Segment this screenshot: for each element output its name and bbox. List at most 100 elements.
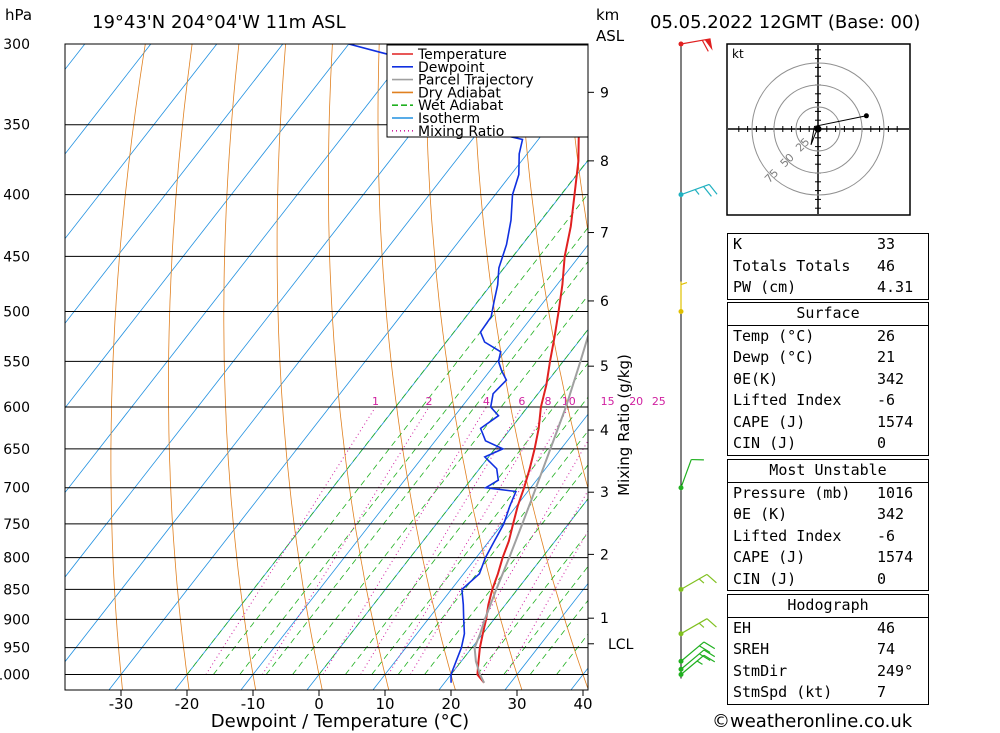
datetime-label: 05.05.2022 12GMT (Base: 00) <box>650 12 920 33</box>
wind-barb-shaft <box>680 459 692 488</box>
surface-temp-value: 26 <box>877 326 896 345</box>
most-unstable-table: Most Unstable Pressure (mb) 1016 θE (K) 34… <box>727 459 929 591</box>
dry-adiabat-line <box>168 44 193 690</box>
mu-li-value: -6 <box>877 526 896 545</box>
parcel-trajectory-line <box>473 332 588 684</box>
dry-adiabat-line <box>276 44 323 690</box>
surface-temp-label: Temp (°C) <box>733 326 815 345</box>
legend-box <box>386 44 589 138</box>
mu-cin-value: 0 <box>877 569 887 588</box>
x-axis-label: Dewpoint / Temperature (°C) <box>211 711 469 732</box>
temperature-tick-label: 30 <box>507 695 526 713</box>
surface-row: CAPE (J) 1574 <box>728 412 928 434</box>
surface-thetae-value: 342 <box>877 369 905 388</box>
dry-adiabat-line <box>327 44 390 690</box>
stmdir-label: StmDir <box>733 661 788 680</box>
temperature-line <box>476 44 582 684</box>
wind-barb-shaft <box>680 641 705 662</box>
wind-barb-shaft <box>680 573 708 590</box>
mu-cape-label: CAPE (J) <box>733 548 806 566</box>
wind-barb-feather <box>708 184 718 195</box>
wet-adiabat-line <box>213 193 588 675</box>
hodograph-point <box>863 113 869 119</box>
mixing-ratio-axis-label: Mixing Ratio (g/kg) <box>615 354 633 496</box>
mu-li-label: Lifted Index <box>733 526 842 545</box>
wind-barb-shaft <box>680 649 705 670</box>
pressure-tick-label: 700 <box>3 481 30 497</box>
wet-adiabat-line <box>503 565 588 675</box>
hodo-row: StmSpd (kt) 7 <box>728 682 928 704</box>
pw-value: 4.31 <box>877 278 914 296</box>
hodograph-ring <box>795 106 841 152</box>
wet-adiabat-line <box>318 328 588 675</box>
wind-barb-feather <box>703 186 712 197</box>
wind-barb-feather <box>703 649 716 658</box>
legend-label: Temperature <box>417 47 507 63</box>
temperature-tick-label: -10 <box>241 695 266 713</box>
surface-dewp-value: 21 <box>877 348 896 366</box>
surface-table: Surface Temp (°C) 26 Dewp (°C) 21 θE(K) 342… <box>727 302 929 456</box>
mu-thetae-value: 342 <box>877 505 905 523</box>
wet-adiabat-line <box>239 227 588 675</box>
wet-adiabat-line <box>345 362 588 675</box>
location-title: 19°43'N 204°04'W 11m ASL <box>92 12 346 33</box>
surface-li-value: -6 <box>877 391 896 409</box>
pressure-tick-label: 550 <box>3 354 30 370</box>
wind-barb-feather <box>706 573 717 584</box>
mu-row: CAPE (J) 1574 <box>728 547 928 569</box>
surface-cape-value: 1574 <box>877 412 914 431</box>
mixing-ratio-line <box>205 406 376 675</box>
pressure-tick-label: 300 <box>3 37 30 53</box>
dry-adiabat-line <box>425 44 523 690</box>
hodograph-table-title: Hodograph <box>728 595 928 618</box>
plot-area <box>65 44 588 690</box>
dry-adiabat-line <box>519 44 588 490</box>
height-tick-label: 1 <box>600 611 609 627</box>
surface-row: θE(K) 342 <box>728 369 928 391</box>
surface-row: Temp (°C) 26 <box>728 326 928 348</box>
wind-barb-feather <box>703 641 716 650</box>
sreh-label: SREH <box>733 640 770 658</box>
mu-pressure-label: Pressure (mb) <box>733 483 851 502</box>
temperature-tick-label: -30 <box>109 695 134 713</box>
k-index-row: K 33 <box>728 234 928 256</box>
isotherm-line <box>65 44 548 663</box>
hodo-row: SREH 74 <box>728 639 928 661</box>
legend-label: Dewpoint <box>418 60 485 76</box>
surface-row: CIN (J) 0 <box>728 433 928 455</box>
mixing-ratio-label: 8 <box>544 395 551 408</box>
stmspd-value: 7 <box>877 683 887 701</box>
legend-label: Dry Adiabat <box>418 85 501 101</box>
stmspd-label: StmSpd (kt) <box>733 683 833 701</box>
stmdir-value: 249° <box>877 661 914 680</box>
mu-thetae-label: θE (K) <box>733 505 788 523</box>
pressure-tick-label: 900 <box>3 612 30 628</box>
legend-label: Mixing Ratio <box>418 124 504 140</box>
hodograph-unit-label: kt <box>732 47 744 61</box>
wet-adiabat-line <box>450 498 588 675</box>
hodograph-table: Hodograph EH 46 SREH 74 StmDir 249° StmSpd … <box>727 594 929 705</box>
wind-barb-flag <box>704 38 713 51</box>
legend-label: Isotherm <box>418 111 480 127</box>
dry-adiabat-line <box>472 44 588 690</box>
mixing-ratio-label: 25 <box>652 395 666 408</box>
wind-barb-half-feather <box>696 660 703 665</box>
pressure-tick-label: 1000 <box>0 668 30 684</box>
pressure-tick-label: 500 <box>3 305 30 321</box>
eh-label: EH <box>733 618 752 637</box>
wet-adiabat-line <box>424 464 588 675</box>
isotherm-line <box>65 44 416 494</box>
k-index-value: 33 <box>877 235 896 253</box>
mu-cin-label: CIN (J) <box>733 569 797 588</box>
isotherm-line <box>108 75 588 690</box>
temperature-tick-label: 40 <box>573 695 592 713</box>
isotherm-line <box>65 44 152 155</box>
pressure-tick-label: 850 <box>3 582 30 598</box>
mixing-ratio-label: 1 <box>372 395 379 408</box>
k-index-label: K <box>733 235 743 253</box>
sreh-value: 74 <box>877 640 896 658</box>
dry-adiabat-line <box>223 44 257 690</box>
pressure-tick-label: 650 <box>3 442 30 458</box>
totals-totals-value: 46 <box>877 256 896 275</box>
